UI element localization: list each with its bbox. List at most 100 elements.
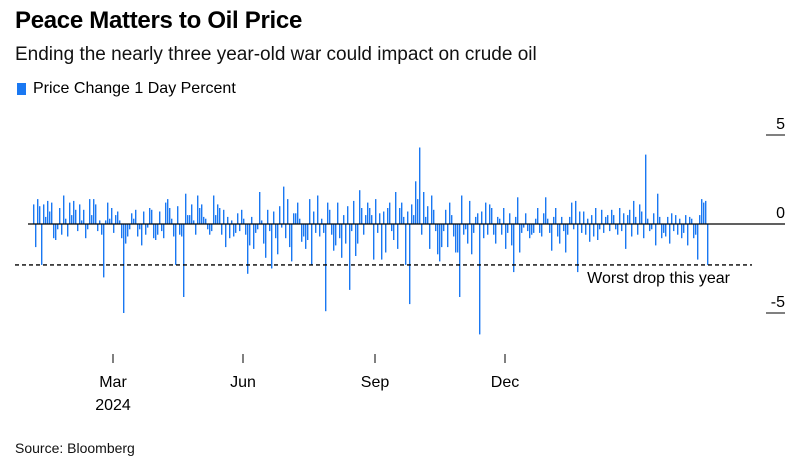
bar <box>163 224 165 239</box>
bar <box>313 211 315 224</box>
bar <box>407 211 409 224</box>
bar <box>353 200 355 224</box>
bar <box>181 224 183 237</box>
y-tick-label: 0 <box>776 205 785 222</box>
bar <box>477 213 479 224</box>
bar <box>539 224 541 233</box>
bar <box>403 216 405 224</box>
bar <box>411 204 413 224</box>
bar <box>93 199 95 224</box>
bar <box>321 218 323 224</box>
bar <box>249 224 251 246</box>
bar <box>203 216 205 224</box>
bar <box>643 224 645 239</box>
bar <box>177 206 179 224</box>
bar <box>347 206 349 224</box>
bar <box>553 216 555 224</box>
bar <box>329 209 331 224</box>
bar <box>481 211 483 224</box>
bar <box>231 220 233 224</box>
bar <box>683 224 685 233</box>
bar <box>515 216 517 224</box>
bar <box>115 215 117 224</box>
bar <box>325 224 327 312</box>
bar <box>319 224 321 237</box>
bar <box>425 216 427 224</box>
bar <box>109 218 111 224</box>
bar <box>625 224 627 249</box>
bar <box>263 224 265 244</box>
x-tick-label-line: Sep <box>361 374 390 391</box>
bar <box>619 208 621 224</box>
bar <box>49 211 51 224</box>
bar <box>707 224 709 265</box>
bar <box>133 218 135 224</box>
bar <box>695 224 697 235</box>
bar <box>399 208 401 224</box>
bar <box>143 211 145 224</box>
bar <box>213 195 215 224</box>
bar <box>139 224 141 230</box>
bar <box>591 215 593 224</box>
bar <box>101 224 103 235</box>
bar <box>63 195 65 224</box>
bar <box>343 215 345 224</box>
bar <box>179 224 181 235</box>
bar <box>197 195 199 224</box>
bar <box>245 224 247 235</box>
bar <box>227 216 229 224</box>
bar <box>309 199 311 224</box>
x-tick-label: Sep <box>361 374 390 391</box>
bar <box>355 224 357 256</box>
bar <box>375 199 377 224</box>
bar <box>43 204 45 224</box>
bar <box>315 224 317 233</box>
reference-line-label: Worst drop this year <box>587 270 731 287</box>
bar <box>233 224 235 237</box>
bar <box>113 224 115 233</box>
bar <box>95 204 97 224</box>
bar <box>147 224 149 228</box>
bar <box>73 200 75 224</box>
bar <box>575 200 577 224</box>
bar <box>401 202 403 224</box>
bar <box>127 224 129 237</box>
bar <box>85 224 87 239</box>
bar <box>235 224 237 233</box>
bar <box>431 195 433 224</box>
bar <box>647 218 649 224</box>
bar <box>119 220 121 224</box>
bar <box>341 224 343 258</box>
bar <box>219 208 221 224</box>
bar <box>509 213 511 224</box>
bar <box>705 200 707 224</box>
bar <box>277 224 279 255</box>
bar <box>265 224 267 258</box>
bar <box>645 154 647 224</box>
bar <box>77 224 79 232</box>
source-note: Source: Bloomberg <box>15 440 135 456</box>
bar <box>505 224 507 249</box>
bar <box>393 224 395 240</box>
bar <box>653 213 655 224</box>
bar <box>371 215 373 224</box>
bar <box>607 215 609 224</box>
bar <box>385 224 387 253</box>
bar <box>183 224 185 297</box>
x-tick-label-line: Jun <box>230 374 256 391</box>
bar <box>97 224 99 232</box>
bar <box>417 199 419 224</box>
bar <box>651 224 653 230</box>
bar <box>473 224 475 233</box>
bar <box>391 224 393 232</box>
bar <box>153 224 155 239</box>
bar <box>595 208 597 224</box>
bar <box>279 206 281 224</box>
bar <box>419 147 421 224</box>
bar <box>261 220 263 224</box>
bar <box>427 206 429 224</box>
bar <box>703 202 705 224</box>
bar <box>191 204 193 224</box>
bar <box>585 224 587 235</box>
bar <box>173 224 175 237</box>
